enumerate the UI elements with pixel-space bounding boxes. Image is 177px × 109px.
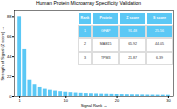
svg-text:10: 10 — [64, 98, 69, 103]
svg-text:66: 66 — [7, 34, 12, 39]
html-text:1: 1 — [83, 28, 86, 33]
html-text:Human Protein Microarray Speci: Human Protein Microarray Specificity Val… — [35, 0, 142, 6]
html-text:65.92: 65.92 — [128, 42, 138, 47]
html-text:TPM3: TPM3 — [100, 55, 111, 60]
html-text:2: 2 — [83, 42, 86, 47]
html-text:GFAP: GFAP — [100, 28, 111, 33]
html-text:S score: S score — [153, 15, 166, 20]
html-text:Z score: Z score — [126, 15, 139, 20]
html-text:25.56: 25.56 — [155, 28, 164, 33]
html-text:21.87: 21.87 — [128, 55, 138, 60]
svg-text:20: 20 — [115, 98, 120, 103]
svg-text:1: 1 — [19, 98, 22, 103]
html-text:Protein: Protein — [99, 15, 112, 20]
svg-text:Strength of Signal (Z score) →: Strength of Signal (Z score) → — [0, 26, 5, 80]
html-text:6.39: 6.39 — [156, 55, 163, 60]
svg-text:88: 88 — [7, 14, 12, 19]
svg-text:30: 30 — [166, 98, 171, 103]
svg-text:Signal Rank →: Signal Rank → — [81, 103, 108, 108]
svg-text:44: 44 — [7, 54, 12, 59]
html-text:91.48: 91.48 — [128, 28, 138, 33]
html-text:44.05: 44.05 — [155, 42, 164, 47]
svg-text:0: 0 — [9, 94, 12, 99]
html-text:Rank: Rank — [80, 15, 90, 20]
html-text:3: 3 — [83, 55, 86, 60]
html-text:MAB15: MAB15 — [99, 42, 112, 47]
svg-text:22: 22 — [7, 74, 12, 79]
